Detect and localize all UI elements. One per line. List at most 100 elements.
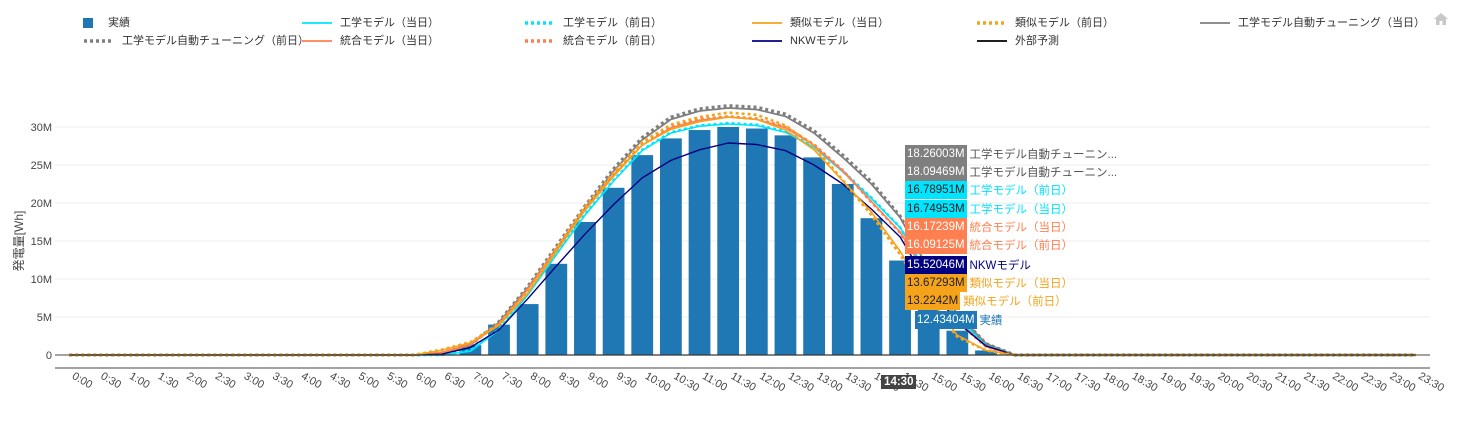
x-tick-label: 9:30 <box>614 370 639 391</box>
hover-value: 13.2242M <box>905 292 961 310</box>
legend-item[interactable]: 統合モデル（前日） <box>523 32 662 48</box>
x-tick-label: 10:30 <box>671 370 701 394</box>
x-tick-label: 15:30 <box>958 370 988 394</box>
legend-item[interactable]: NKWモデル <box>750 32 849 48</box>
bar[interactable] <box>745 128 768 355</box>
x-tick-label: 19:30 <box>1187 370 1217 394</box>
x-tick-label: 8:30 <box>557 370 582 391</box>
x-tick-label: 23:00 <box>1388 370 1418 394</box>
bar[interactable] <box>860 218 883 355</box>
series-line[interactable] <box>69 107 1416 356</box>
legend-swatch <box>302 22 332 24</box>
bar[interactable] <box>574 222 596 355</box>
x-tick-label: 2:30 <box>213 370 238 391</box>
series-line[interactable] <box>69 115 1416 357</box>
x-tick-label: 4:00 <box>299 370 324 391</box>
legend-swatch <box>752 40 782 42</box>
series-line[interactable] <box>69 116 1416 356</box>
hover-label: 12.43404M 実績 <box>915 311 1003 329</box>
y-tick-label: 25M <box>31 160 52 172</box>
series-line[interactable] <box>69 123 1416 356</box>
x-tick-label: 5:30 <box>385 370 410 391</box>
bar[interactable] <box>516 304 539 355</box>
hover-value: 16.17239M <box>905 218 967 236</box>
hover-series-name: 工学モデル自動チューニン... <box>969 149 1118 161</box>
x-tick-label: 22:00 <box>1330 370 1360 394</box>
x-tick-label: 13:00 <box>815 370 845 394</box>
legend-item[interactable]: 工学モデル自動チューニング（前日） <box>82 32 309 48</box>
legend-label: 工学モデル（前日） <box>563 17 662 29</box>
x-tick-label: 3:30 <box>270 370 295 391</box>
bar[interactable] <box>660 138 682 355</box>
bar[interactable] <box>459 345 482 355</box>
bar[interactable] <box>545 263 568 355</box>
y-axis-title: 発電量[Wh] <box>12 211 26 272</box>
series-line[interactable] <box>69 121 1416 357</box>
bar[interactable] <box>717 127 740 355</box>
hover-series-name: NKWモデル <box>969 260 1031 272</box>
hover-series-name: 工学モデル（当日） <box>969 204 1074 216</box>
hover-series-name: 類似モデル（当日） <box>969 278 1074 290</box>
y-tick-label: 5M <box>37 312 52 324</box>
bar[interactable] <box>803 157 825 355</box>
home-icon[interactable] <box>1434 13 1448 25</box>
bar[interactable] <box>688 130 711 355</box>
x-tick-label: 18:00 <box>1101 370 1131 394</box>
legend-swatch <box>977 21 1007 25</box>
legend-item[interactable]: 工学モデル自動チューニング（当日） <box>1198 14 1425 30</box>
x-tick-label: 20:30 <box>1244 370 1274 394</box>
x-tick-label: 15:00 <box>929 370 959 394</box>
y-tick-label: 10M <box>31 274 52 286</box>
x-tick-label: 11:30 <box>729 370 758 394</box>
x-tick-label: 1:30 <box>156 370 181 391</box>
series-line[interactable] <box>69 111 1416 357</box>
legend-label: 工学モデル自動チューニング（当日） <box>1238 17 1425 29</box>
hover-series-name: 工学モデル（前日） <box>969 185 1074 197</box>
hover-label: 18.26003M 工学モデル自動チューニン... <box>905 145 1117 163</box>
x-tick-label: 23:30 <box>1416 370 1446 394</box>
x-tick-label: 7:00 <box>471 370 496 391</box>
bar[interactable] <box>602 187 625 355</box>
legend-item[interactable]: 統合モデル（当日） <box>300 32 439 48</box>
legend-label: 類似モデル（当日） <box>790 17 889 29</box>
hover-value: 18.26003M <box>905 145 967 163</box>
series-line[interactable] <box>69 116 1416 356</box>
x-tick-label: 16:00 <box>986 370 1016 394</box>
hover-value: 16.74953M <box>905 200 967 218</box>
legend-label: NKWモデル <box>790 35 849 47</box>
bar[interactable] <box>946 330 969 355</box>
legend-item[interactable]: 工学モデル（前日） <box>523 14 662 30</box>
hover-series-name: 類似モデル（前日） <box>963 296 1067 308</box>
bar[interactable] <box>631 155 654 355</box>
legend-item[interactable]: 外部予測 <box>975 32 1059 48</box>
x-tick-label: 18:30 <box>1130 370 1160 394</box>
legend-label: 外部予測 <box>1015 35 1059 47</box>
hover-value: 18.09469M <box>905 163 967 181</box>
legend-item[interactable]: 工学モデル（当日） <box>300 14 439 30</box>
hover-value: 16.78951M <box>905 181 967 199</box>
hover-label: 13.67293M 類似モデル（当日） <box>905 274 1073 292</box>
bar[interactable] <box>831 184 854 355</box>
y-tick-label: 0 <box>46 350 52 362</box>
hover-series-name: 工学モデル自動チューニン... <box>969 167 1118 179</box>
legend-swatch <box>525 39 555 43</box>
hover-label: 16.74953M 工学モデル（当日） <box>905 200 1073 218</box>
hover-series-name: 実績 <box>979 315 1003 327</box>
series-line[interactable] <box>69 142 1416 356</box>
x-tick-label: 10:00 <box>643 370 673 394</box>
x-tick-label: 3:00 <box>242 370 267 391</box>
legend-label: 実績 <box>108 17 130 29</box>
hover-label: 16.78951M 工学モデル（前日） <box>905 181 1073 199</box>
legend-swatch <box>83 18 93 29</box>
legend-swatch <box>84 39 114 43</box>
hover-series-name: 統合モデル（前日） <box>969 240 1074 252</box>
bar[interactable] <box>975 350 997 355</box>
legend-label: 工学モデル自動チューニング（前日） <box>122 35 309 47</box>
legend-item[interactable]: 実績 <box>82 14 130 30</box>
legend-item[interactable]: 類似モデル（当日） <box>750 14 889 30</box>
legend-item[interactable]: 類似モデル（前日） <box>975 14 1114 30</box>
bar[interactable] <box>488 324 510 355</box>
hover-value: 16.09125M <box>905 236 967 254</box>
bar[interactable] <box>774 135 797 355</box>
